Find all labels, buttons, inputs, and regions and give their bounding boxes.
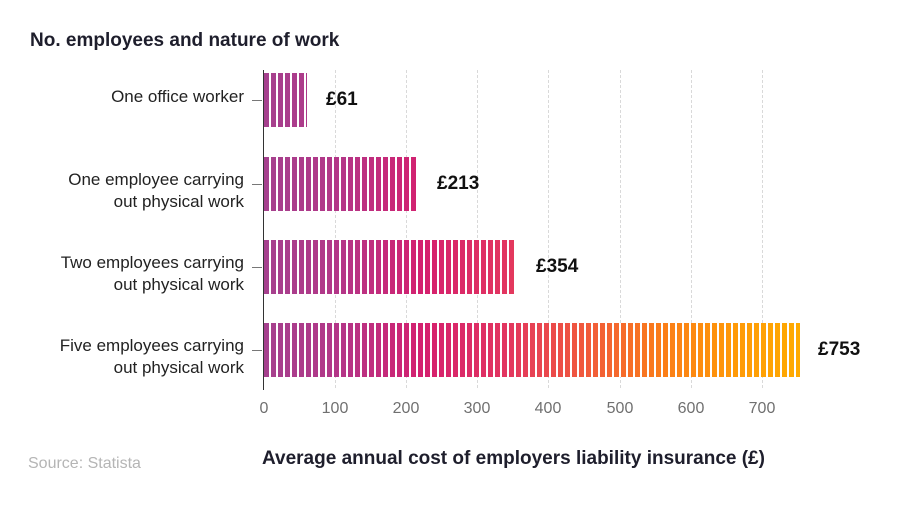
category-tick xyxy=(252,184,262,185)
x-tick-label: 500 xyxy=(606,400,634,417)
x-axis-title: Average annual cost of employers liabili… xyxy=(262,448,765,469)
value-label: £213 xyxy=(437,173,480,194)
bar-five-employees-physical xyxy=(264,323,800,377)
bar-two-employees-physical xyxy=(264,240,516,294)
category-label: One office worker xyxy=(111,87,244,106)
gridline xyxy=(548,70,549,388)
x-tick-label: 200 xyxy=(392,400,420,417)
x-tick-label: 700 xyxy=(748,400,776,417)
gridline xyxy=(691,70,692,388)
value-label: £354 xyxy=(536,256,579,277)
category-label: One employee carrying out physical work xyxy=(68,170,244,211)
gridline xyxy=(762,70,763,388)
x-tick-label: 100 xyxy=(321,400,349,417)
gridline xyxy=(406,70,407,388)
x-tick-label: 600 xyxy=(677,400,705,417)
bar-one-employee-physical xyxy=(264,157,416,211)
y-axis-title: No. employees and nature of work xyxy=(30,30,340,51)
x-tick-label: 300 xyxy=(463,400,491,417)
value-label: £61 xyxy=(326,89,358,110)
category-label: Two employees carrying out physical work xyxy=(60,253,244,294)
x-tick-label: 400 xyxy=(534,400,562,417)
gridline xyxy=(477,70,478,388)
category-tick xyxy=(252,100,262,101)
y-axis-line xyxy=(263,70,264,390)
category-tick xyxy=(252,267,262,268)
bar-one-office-worker xyxy=(264,73,307,127)
gridline xyxy=(335,70,336,388)
source-note: Source: Statista xyxy=(28,455,141,472)
value-label: £753 xyxy=(818,339,861,360)
category-tick xyxy=(252,350,262,351)
x-tick-label: 0 xyxy=(259,400,269,417)
category-label: Five employees carrying out physical wor… xyxy=(59,336,244,377)
gridline xyxy=(620,70,621,388)
